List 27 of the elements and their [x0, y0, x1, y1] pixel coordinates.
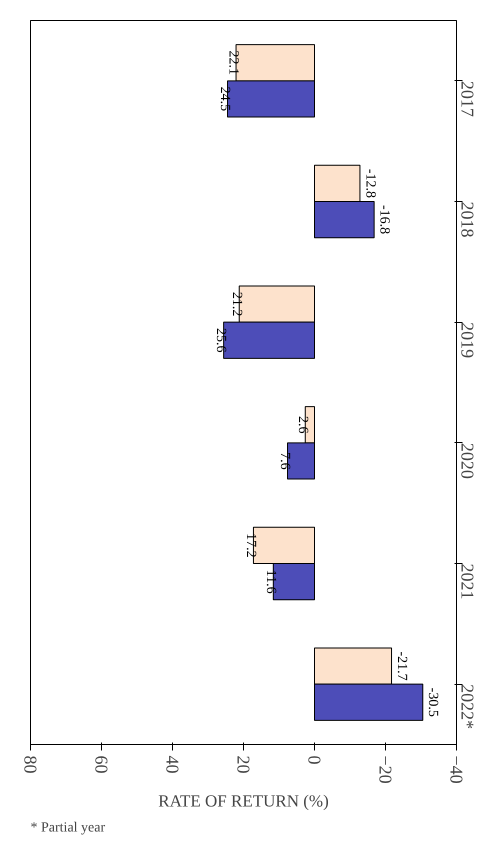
- x-tick-label: 40: [162, 756, 182, 774]
- data-label: 22.1: [226, 50, 241, 75]
- data-label: 11.6: [262, 570, 278, 594]
- data-label: 21.2: [228, 292, 244, 316]
- data-label: -16.8: [376, 205, 392, 234]
- y-tick-label: 2018: [458, 202, 478, 238]
- x-tick-label: −20: [376, 756, 396, 784]
- text: * Partial year: [30, 820, 106, 836]
- data-label: -12.8: [362, 168, 378, 198]
- x-tick-label: 0: [304, 756, 324, 764]
- y-tick-label: 2022*: [458, 684, 478, 730]
- data-label: 17.2: [243, 533, 258, 558]
- y-tick-label: 2020: [458, 442, 478, 479]
- y-tick-label: 2019: [458, 322, 478, 358]
- x-tick-label: −40: [446, 756, 466, 784]
- x-axis-title: RATE OF RETURN (%): [158, 792, 329, 811]
- data-label: -30.5: [425, 688, 440, 717]
- data-label: 25.6: [213, 328, 228, 353]
- data-label: 24.5: [217, 86, 232, 112]
- x-tick-label: 20: [234, 756, 254, 774]
- data-label: 2.6: [294, 416, 310, 434]
- data-label: -21.7: [394, 651, 409, 681]
- data-label: 7.6: [277, 452, 292, 470]
- x-tick-label: 80: [20, 756, 40, 774]
- y-tick-label: 2017: [458, 80, 478, 117]
- y-tick-label: 2021: [458, 564, 478, 600]
- x-tick-label: 60: [92, 756, 112, 774]
